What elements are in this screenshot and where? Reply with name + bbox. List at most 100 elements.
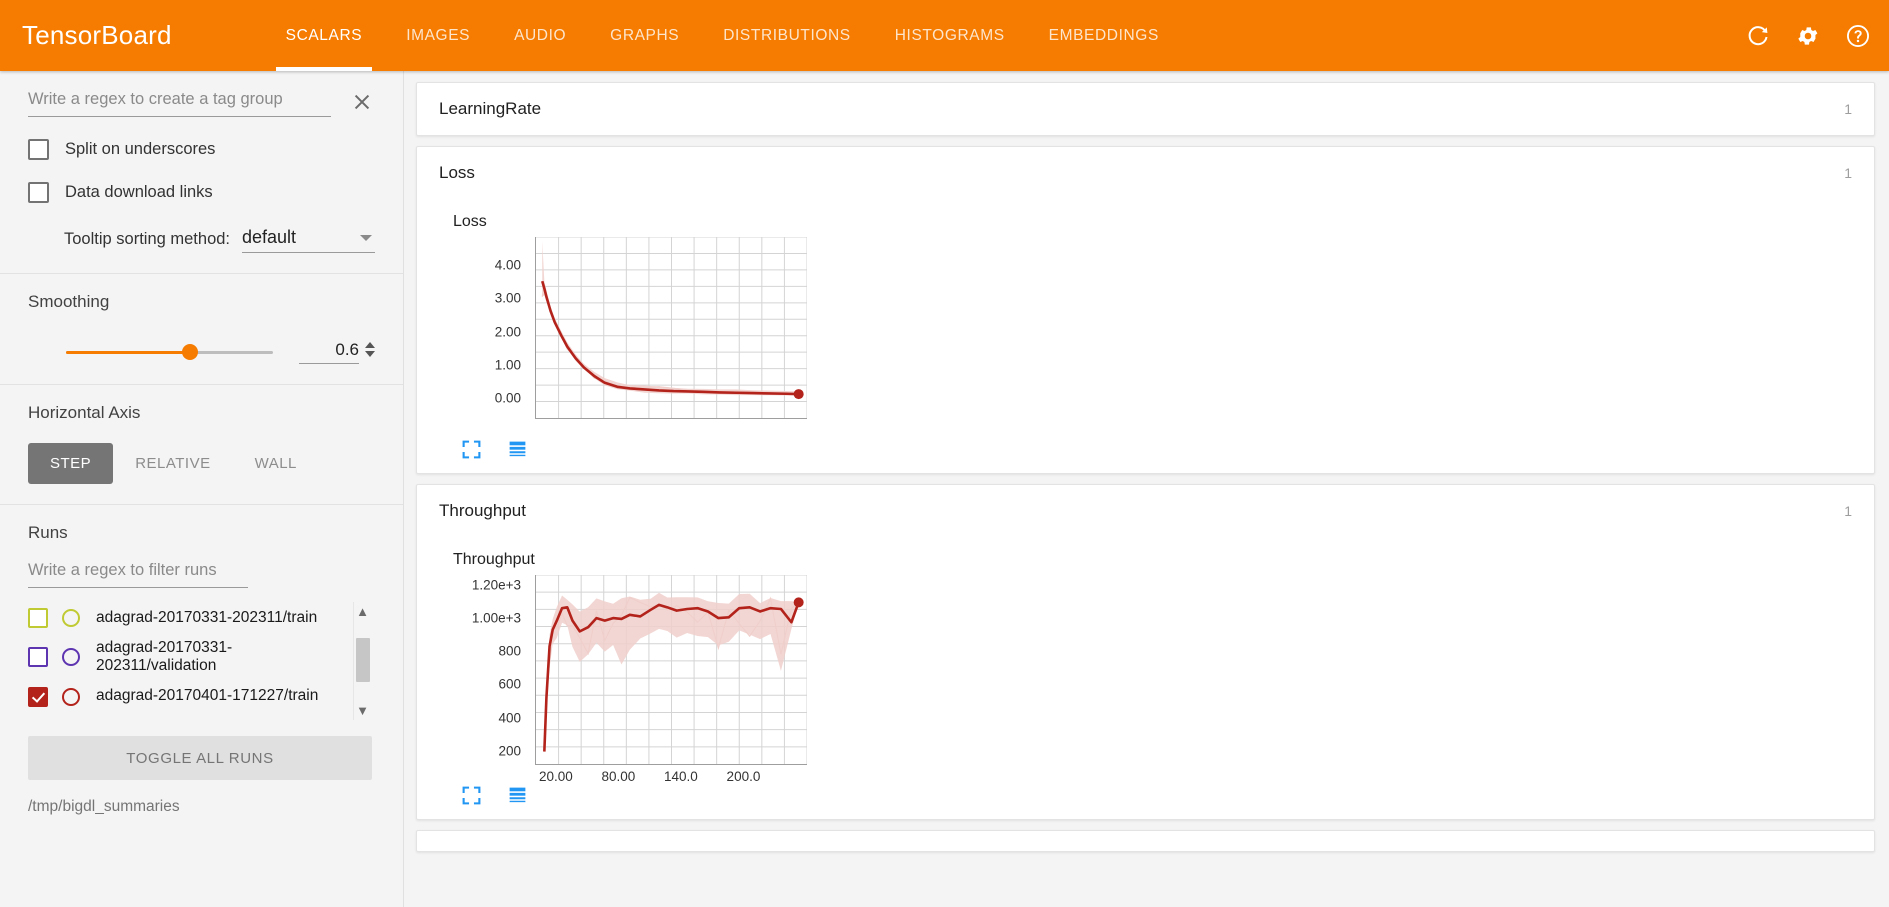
y-tick-label: 800 [498, 643, 521, 659]
chart-loss[interactable]: 4.00 3.00 2.00 1.00 0.00 [451, 237, 871, 419]
chart-actions-throughput [461, 785, 1874, 807]
runs-scrollbar[interactable]: ▲ ▼ [353, 602, 371, 720]
axis-option-relative[interactable]: RELATIVE [135, 455, 211, 472]
runs-title: Runs [28, 523, 68, 542]
card-header-loss[interactable]: Loss 1 [417, 147, 1874, 199]
runs-section: Runs adagrad-20170331-202311/train adagr… [0, 505, 403, 836]
run-checkbox[interactable] [28, 647, 48, 668]
logdir-path: /tmp/bigdl_summaries [28, 798, 180, 815]
runs-list: adagrad-20170331-202311/train adagrad-20… [28, 602, 375, 720]
y-tick-label: 1.00e+3 [471, 610, 521, 626]
y-tick-label: 0.00 [494, 390, 521, 406]
sidebar: Split on underscores Data download links… [0, 71, 404, 907]
nav-tab-scalars[interactable]: SCALARS [264, 0, 385, 71]
card-header-throughput[interactable]: Throughput 1 [417, 485, 1874, 537]
nav-tab-distributions[interactable]: DISTRIBUTIONS [723, 26, 851, 44]
run-color-dot [62, 687, 80, 706]
scrollbar-thumb[interactable] [356, 638, 370, 682]
run-checkbox[interactable] [28, 686, 48, 707]
axis-option-wall[interactable]: WALL [254, 455, 297, 472]
plot-area[interactable] [535, 575, 807, 765]
toggle-all-runs-button[interactable]: TOGGLE ALL RUNS [28, 736, 372, 780]
data-download-links-label: Data download links [65, 183, 213, 201]
main-content: LearningRate 1 Loss 1 Loss 4.00 3.00 2.00 1… [404, 71, 1889, 907]
y-tick-label: 2.00 [494, 324, 521, 340]
stepper-down-icon[interactable] [365, 350, 375, 357]
card-throughput: Throughput 1 Throughput 1.20e+3 1.00e+3 80… [416, 484, 1875, 820]
horizontal-axis-options: STEP RELATIVE WALL [28, 443, 375, 484]
x-tick-label: 200.0 [726, 769, 761, 784]
run-item[interactable]: adagrad-20170331-202311/validation [28, 634, 345, 681]
checkbox-box [28, 139, 49, 160]
expand-icon[interactable] [461, 439, 483, 461]
checkbox-box [28, 182, 49, 203]
card-learningrate: LearningRate 1 [416, 82, 1875, 136]
card-title: LearningRate [439, 99, 542, 118]
nav-tab-graphs[interactable]: GRAPHS [610, 26, 680, 44]
help-icon[interactable] [1843, 21, 1873, 51]
nav-tab-audio[interactable]: AUDIO [514, 26, 567, 44]
close-icon[interactable] [349, 89, 375, 115]
card-body-loss: Loss 4.00 3.00 2.00 1.00 0.00 [417, 199, 1874, 473]
card-count: 1 [1844, 101, 1852, 117]
card-loss: Loss 1 Loss 4.00 3.00 2.00 1.00 0.00 [416, 146, 1875, 474]
x-tick-label: 140.0 [664, 769, 698, 784]
y-tick-label: 1.20e+3 [471, 577, 521, 593]
tooltip-sorting-select[interactable]: default [242, 227, 375, 253]
app-title: TensorBoard [22, 20, 172, 50]
tooltip-sorting-label: Tooltip sorting method: [64, 230, 231, 248]
main-nav: SCALARS IMAGES AUDIO GRAPHS DISTRIBUTION… [264, 0, 1181, 71]
card-count: 1 [1844, 503, 1852, 519]
refresh-icon[interactable] [1743, 21, 1773, 51]
tooltip-sorting-row: Tooltip sorting method: default [28, 227, 375, 253]
plot-area[interactable] [535, 237, 807, 419]
y-axis-labels: 4.00 3.00 2.00 1.00 0.00 [451, 237, 527, 419]
gear-icon[interactable] [1793, 21, 1823, 51]
run-color-dot [62, 609, 80, 627]
y-tick-label: 400 [498, 710, 521, 726]
nav-tab-histograms[interactable]: HISTOGRAMS [894, 26, 1005, 44]
run-label: adagrad-20170331-202311/validation [96, 639, 233, 675]
y-tick-label: 1.00 [494, 357, 521, 373]
stepper-up-icon[interactable] [365, 341, 375, 348]
chart-actions-loss [461, 439, 1874, 461]
chart-throughput[interactable]: 1.20e+3 1.00e+3 800 600 400 200 20.00 80.00 140… [451, 575, 871, 784]
smoothing-value-field[interactable]: 0.6 [299, 340, 359, 364]
chevron-down-icon[interactable]: ▼ [356, 703, 369, 718]
run-item[interactable]: adagrad-20170401-171227/train [28, 681, 345, 713]
y-tick-label: 200 [498, 743, 521, 759]
slider-knob[interactable] [182, 344, 199, 360]
run-checkbox[interactable] [28, 608, 48, 628]
app-header: TensorBoard SCALARS IMAGES AUDIO GRAPHS … [0, 0, 1889, 71]
run-label: adagrad-20170401-171227/train [96, 687, 319, 705]
header-actions [1743, 21, 1873, 51]
card-next-partial[interactable] [416, 830, 1875, 852]
run-item[interactable]: adagrad-20170331-202311/train [28, 602, 345, 634]
smoothing-value: 0.6 [335, 340, 359, 359]
y-axis-labels: 1.20e+3 1.00e+3 800 600 400 200 [451, 575, 527, 765]
x-tick-label: 80.00 [601, 769, 636, 784]
nav-tab-images[interactable]: IMAGES [406, 26, 471, 44]
card-body-throughput: Throughput 1.20e+3 1.00e+3 800 600 400 200 20… [417, 537, 1874, 819]
smoothing-slider[interactable] [66, 344, 273, 360]
axis-option-step[interactable]: STEP [28, 443, 114, 484]
smoothing-stepper[interactable] [365, 341, 375, 357]
horizontal-axis-section: Horizontal Axis STEP RELATIVE WALL [0, 385, 403, 505]
tag-group-input[interactable] [28, 90, 331, 117]
card-count: 1 [1844, 165, 1852, 181]
tooltip-sorting-value: default [242, 227, 297, 247]
tag-group-section: Split on underscores Data download links… [0, 71, 403, 274]
card-header-learningrate[interactable]: LearningRate 1 [417, 83, 1874, 135]
x-axis-labels: 20.00 80.00 140.0 200.0 [535, 769, 807, 789]
chevron-up-icon[interactable]: ▲ [356, 604, 369, 619]
run-label: adagrad-20170331-202311/train [96, 608, 318, 626]
data-series-icon[interactable] [507, 439, 529, 461]
y-tick-label: 3.00 [494, 290, 521, 306]
runs-filter-input[interactable] [28, 561, 248, 588]
split-on-underscores-checkbox[interactable]: Split on underscores [28, 139, 375, 160]
expand-icon[interactable] [461, 785, 483, 807]
nav-tab-embeddings[interactable]: EMBEDDINGS [1048, 26, 1159, 44]
data-download-links-checkbox[interactable]: Data download links [28, 182, 375, 203]
chart-title-throughput: Throughput [453, 551, 535, 568]
data-series-icon[interactable] [507, 785, 529, 807]
